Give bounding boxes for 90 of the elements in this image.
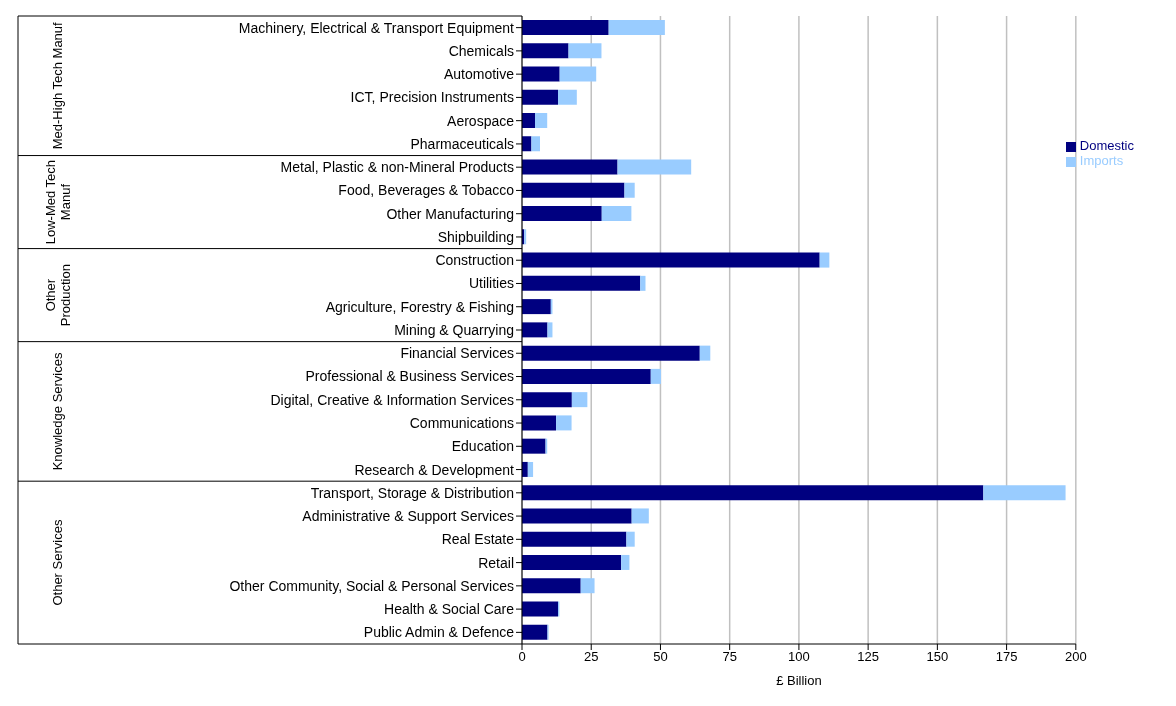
bar: [983, 485, 1066, 501]
y-tick-label: Administrative & Support Services: [302, 508, 514, 525]
bar: [522, 508, 632, 524]
text: Knowledge Services: [50, 352, 65, 471]
y-tick-label: Education: [451, 438, 514, 455]
bar: [522, 275, 641, 291]
bar: [522, 415, 557, 431]
x-tick-label: 200: [1064, 649, 1087, 665]
x-tick-label: 125: [857, 649, 879, 665]
y-tick-label: ICT, Precision Instruments: [350, 89, 514, 106]
bar: [626, 531, 635, 547]
bar: [522, 531, 627, 547]
text: Low-Med Tech Manuf: [42, 159, 73, 245]
bar: [631, 508, 649, 524]
x-axis-title: £ Billion: [776, 673, 822, 689]
text: Other Services: [50, 519, 65, 606]
y-tick-label: Food, Beverages & Tobacco: [338, 182, 515, 199]
y-tick-label: Financial Services: [400, 345, 514, 362]
bar: [580, 578, 595, 594]
bar: [527, 461, 534, 477]
y-tick-label: Health & Social Care: [384, 601, 515, 618]
y-tick-label: Real Estate: [441, 531, 515, 548]
bar: [522, 20, 609, 35]
bar: [522, 601, 558, 617]
y-tick-label: Retail: [478, 554, 514, 571]
y-tick-label: Automotive: [443, 66, 515, 83]
y-tick-label: Agriculture, Forestry & Fishing: [325, 298, 514, 315]
bar: [624, 182, 635, 198]
bar: [699, 345, 711, 361]
bar: [522, 345, 700, 361]
text: Med-High Tech Manuf: [50, 21, 65, 150]
y-tick-label: Aerospace: [447, 112, 515, 129]
bar: [522, 89, 558, 105]
x-tick-label: 75: [722, 649, 737, 665]
bar: [535, 113, 548, 129]
x-tick-label: 150: [926, 649, 949, 665]
bar: [522, 368, 651, 384]
bar: [522, 182, 625, 198]
y-tick-label: Mining & Quarrying: [394, 321, 514, 338]
y-tick-label: Chemicals: [448, 42, 514, 59]
legend-label: Domestic: [1079, 138, 1134, 153]
x-tick-label: 25: [583, 649, 599, 665]
bar: [522, 159, 618, 175]
bar: [819, 252, 830, 268]
y-tick-label: Professional & Business Services: [305, 368, 514, 385]
y-tick-label: Metal, Plastic & non-Mineral Products: [280, 159, 514, 176]
bar: [522, 392, 572, 408]
y-tick-label: Research & Development: [354, 461, 515, 478]
bar: [522, 485, 984, 501]
bar: [621, 554, 630, 570]
y-tick-label: Public Admin & Defence: [363, 624, 515, 641]
x-tick-label: 0: [518, 649, 526, 665]
bar: [556, 415, 572, 431]
bar: [522, 578, 581, 594]
bar: [558, 89, 577, 105]
bar: [559, 66, 597, 82]
x-tick-label: 50: [653, 649, 668, 665]
y-tick-label: Machinery, Electrical & Transport Equipment: [238, 19, 515, 36]
y-tick-label: Other Community, Social & Personal Services: [229, 577, 514, 594]
y-tick-label: Construction: [435, 252, 514, 269]
y-tick-label: Other Manufacturing: [386, 205, 514, 222]
bar: [531, 136, 540, 152]
bar: [601, 206, 632, 222]
x-tick-label: 175: [995, 649, 1018, 665]
bar: [522, 252, 820, 268]
bar: [568, 43, 602, 59]
bar: [522, 206, 602, 222]
text: Other Production: [42, 264, 73, 327]
y-tick-label: Shipbuilding: [437, 228, 514, 245]
bar: [522, 66, 560, 82]
bar: [650, 368, 662, 384]
bar: [617, 159, 692, 175]
bar: [522, 322, 548, 338]
bar: [522, 43, 569, 59]
bar: [640, 275, 646, 291]
bar: [608, 20, 665, 35]
x-tick-label: 100: [788, 649, 810, 665]
bar: [571, 392, 588, 408]
bar: [522, 299, 551, 315]
bar: [522, 438, 546, 454]
y-tick-label: Utilities: [468, 275, 514, 292]
bar: [522, 554, 622, 570]
bar: [547, 322, 553, 338]
legend-label: Imports: [1079, 153, 1124, 168]
bar: [522, 113, 536, 129]
y-tick-label: Pharmaceuticals: [410, 135, 514, 152]
y-tick-label: Communications: [409, 415, 514, 432]
bar: [522, 624, 548, 640]
y-tick-label: Transport, Storage & Distribution: [310, 484, 514, 501]
y-tick-label: Digital, Creative & Information Services: [270, 391, 514, 408]
